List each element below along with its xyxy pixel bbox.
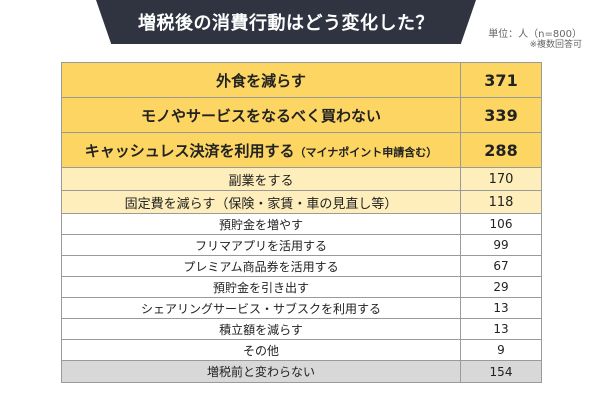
table-row: モノやサービスをなるべく買わない 339 (61, 97, 542, 133)
table-row: 積立額を減らす 13 (61, 318, 542, 340)
row-value: 154 (460, 360, 542, 383)
row-value: 67 (460, 255, 542, 277)
table-row: その他 9 (61, 339, 542, 361)
table-row: シェアリングサービス・サブスクを利用する 13 (61, 297, 542, 319)
row-label: 増税前と変わらない (61, 360, 461, 383)
row-value: 106 (460, 213, 542, 235)
row-label: 積立額を減らす (61, 318, 461, 340)
table-row: 副業をする 170 (61, 167, 542, 191)
row-label-cell: キャッシュレス決済を利用する（マイナポイント申請含む） (61, 132, 461, 168)
table-row: プレミアム商品券を活用する 67 (61, 255, 542, 277)
row-value: 13 (460, 297, 542, 319)
row-label: キャッシュレス決済を利用する (84, 141, 295, 160)
row-value: 13 (460, 318, 542, 340)
row-label: シェアリングサービス・サブスクを利用する (61, 297, 461, 319)
row-label-sub: （マイナポイント申請含む） (294, 145, 438, 159)
chart-title: 増税後の消費行動はどう変化した？ (96, 0, 476, 44)
row-label: 固定費を減らす（保険・家賃・車の見直し等） (61, 190, 461, 214)
row-label: フリマアプリを活用する (61, 234, 461, 256)
row-value: 118 (460, 190, 542, 214)
row-value: 288 (460, 132, 542, 168)
table-row: キャッシュレス決済を利用する（マイナポイント申請含む） 288 (61, 132, 542, 168)
table-row: フリマアプリを活用する 99 (61, 234, 542, 256)
row-label: 外食を減らす (61, 62, 461, 98)
row-label: 副業をする (61, 167, 461, 191)
table-row: 預貯金を増やす 106 (61, 213, 542, 235)
row-value: 170 (460, 167, 542, 191)
row-value: 371 (460, 62, 542, 98)
results-table: 外食を減らす 371 モノやサービスをなるべく買わない 339 キャッシュレス決… (61, 62, 542, 383)
row-value: 339 (460, 97, 542, 133)
row-label: プレミアム商品券を活用する (61, 255, 461, 277)
multiple-answer-note: ※複数回答可 (529, 40, 582, 50)
table-row: 固定費を減らす（保険・家賃・車の見直し等） 118 (61, 190, 542, 214)
table-row: 預貯金を引き出す 29 (61, 276, 542, 298)
table-row: 外食を減らす 371 (61, 62, 542, 98)
row-value: 9 (460, 339, 542, 361)
table-row: 増税前と変わらない 154 (61, 360, 542, 383)
row-value: 99 (460, 234, 542, 256)
row-value: 29 (460, 276, 542, 298)
row-label: 預貯金を引き出す (61, 276, 461, 298)
row-label: モノやサービスをなるべく買わない (61, 97, 461, 133)
row-label: 預貯金を増やす (61, 213, 461, 235)
unit-note: 単位：人（n=800） (488, 29, 582, 40)
row-label: その他 (61, 339, 461, 361)
